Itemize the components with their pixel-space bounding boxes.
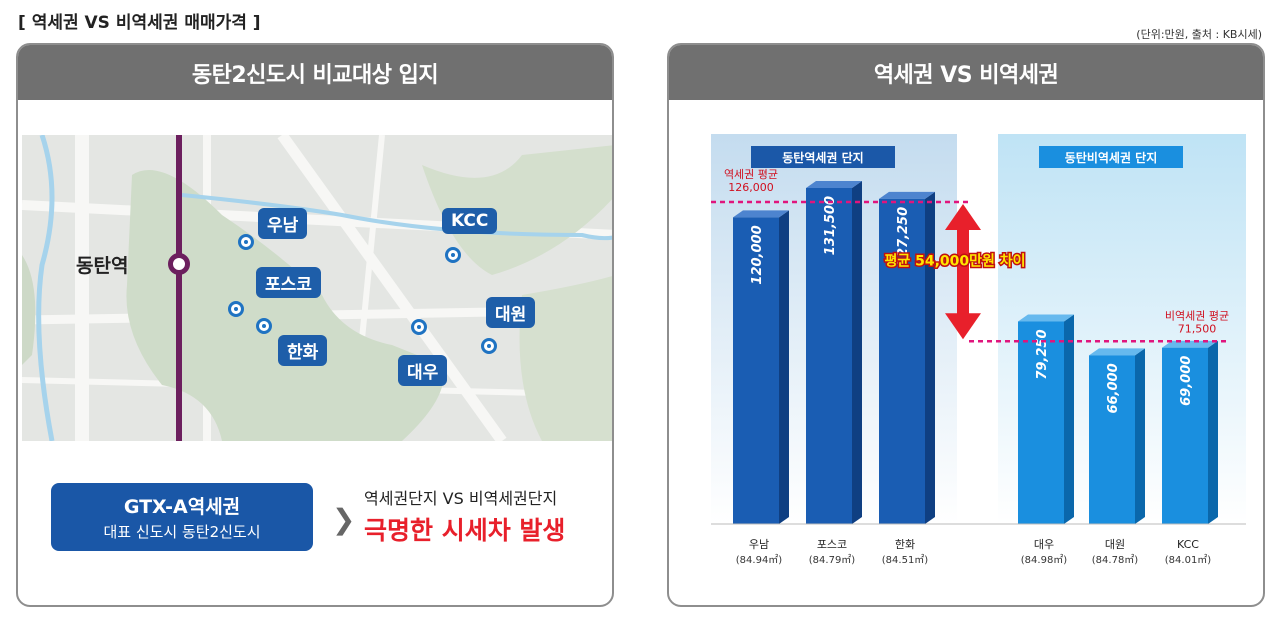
bar [806, 188, 852, 524]
bar-top [733, 210, 789, 218]
gtx-subtitle: 대표 신도시 동탄2신도시 [103, 523, 261, 541]
bar-category-label: 포스코 [817, 538, 847, 551]
comparison-headline: 극명한 시세차 발생 [364, 516, 566, 545]
unit-note: (단위:만원, 출처 : KB시세) [1136, 28, 1262, 41]
bar-size-label: (84.79㎡) [809, 554, 856, 566]
map-marker-unam [238, 234, 254, 250]
group-label-box [1039, 146, 1183, 168]
bar-top [806, 181, 862, 188]
bar-value-label: 69,000 [1179, 356, 1194, 406]
group-label: 동탄역세권 단지 [782, 150, 863, 165]
bar-value-label: 127,250 [896, 207, 911, 266]
non-station-average-value: 71,500 [1178, 322, 1217, 335]
location-panel-title: 동탄2신도시 비교대상 입지 [18, 45, 612, 100]
bar-side [779, 210, 789, 524]
group-label: 동탄비역세권 단지 [1065, 150, 1158, 165]
non-station-average-label: 비역세권 평균 [1165, 309, 1229, 322]
difference-arrow-down-head [945, 313, 981, 340]
map-marker-kcc [445, 247, 461, 263]
bar [733, 217, 779, 524]
station-average-value: 126,000 [728, 181, 774, 194]
chart-panel-title: 역세권 VS 비역세권 [669, 45, 1263, 100]
price-bar-chart: 동탄역세권 단지 120,000 우남 (84.94㎡) 131,500 포스코 (84.7… [711, 134, 1246, 566]
bar-value-label: 120,000 [750, 225, 765, 284]
bar-value-label: 66,000 [1106, 363, 1121, 413]
bar [1089, 355, 1135, 524]
bar-value-label: 131,500 [823, 196, 838, 255]
area-map: 동탄역 우남 포스코 한화 KCC 대원 대우 [22, 135, 612, 441]
bar [879, 198, 925, 524]
comparison-label: 역세권단지 VS 비역세권단지 [364, 489, 558, 508]
bar-side [925, 191, 935, 524]
chevron-right-icon: ❯ [332, 503, 356, 536]
difference-arrow-up-head [945, 204, 981, 231]
map-label-hanwha: 한화 [278, 335, 328, 366]
bar-top [1089, 348, 1145, 356]
bar-size-label: (84.01㎡) [1165, 554, 1212, 566]
bar-side [1208, 340, 1218, 524]
map-label-posco: 포스코 [256, 267, 321, 298]
bar-category-label: 대원 [1105, 538, 1125, 551]
map-background [22, 135, 612, 441]
bar [1018, 321, 1064, 524]
bar-side [1064, 314, 1074, 524]
difference-arrow-shaft [957, 226, 969, 318]
map-marker-daewoo [411, 319, 427, 335]
bar-value-label: 79,250 [1035, 330, 1050, 380]
map-marker-posco [228, 301, 244, 317]
bar-size-label: (84.78㎡) [1092, 554, 1139, 566]
gtx-title: GTX-A역세권 [123, 496, 241, 518]
bar-category-label: KCC [1177, 538, 1199, 551]
bar-side [852, 181, 862, 524]
page-title: [ 역세권 VS 비역세권 매매가격 ] [18, 13, 261, 33]
station-label: 동탄역 [76, 255, 129, 277]
gtx-badge: GTX-A역세권 대표 신도시 동탄2신도시 [51, 483, 313, 551]
bar-size-label: (84.51㎡) [882, 554, 929, 566]
bar-category-label: 대우 [1034, 538, 1054, 551]
bar [1162, 347, 1208, 524]
map-label-daewon: 대원 [486, 297, 536, 328]
group-label-box [751, 146, 895, 168]
bar-size-label: (84.94㎡) [736, 554, 783, 566]
bar-category-label: 한화 [895, 538, 915, 551]
bar-size-label: (84.98㎡) [1021, 554, 1068, 566]
station-average-label: 역세권 평균 [724, 168, 778, 181]
map-label-daewoo: 대우 [398, 355, 448, 386]
map-marker-hanwha [256, 318, 272, 334]
bar-top [1018, 314, 1074, 322]
bar-category-label: 우남 [749, 538, 769, 551]
location-panel: 동탄2신도시 비교대상 입지 동탄역 우남 포스코 한화 KCC [16, 43, 614, 607]
map-marker-daewon [481, 338, 497, 354]
map-label-unam: 우남 [258, 208, 308, 239]
map-label-kcc: KCC [442, 208, 498, 234]
difference-label: 평균 54,000만원 차이 [884, 253, 1025, 270]
bar-side [1135, 348, 1145, 524]
comparison-chart-panel: 역세권 VS 비역세권 동탄역세권 단지 120,000 우남 (84.94㎡) 131… [667, 43, 1265, 607]
station-marker [168, 253, 190, 275]
bar-top [879, 191, 935, 199]
